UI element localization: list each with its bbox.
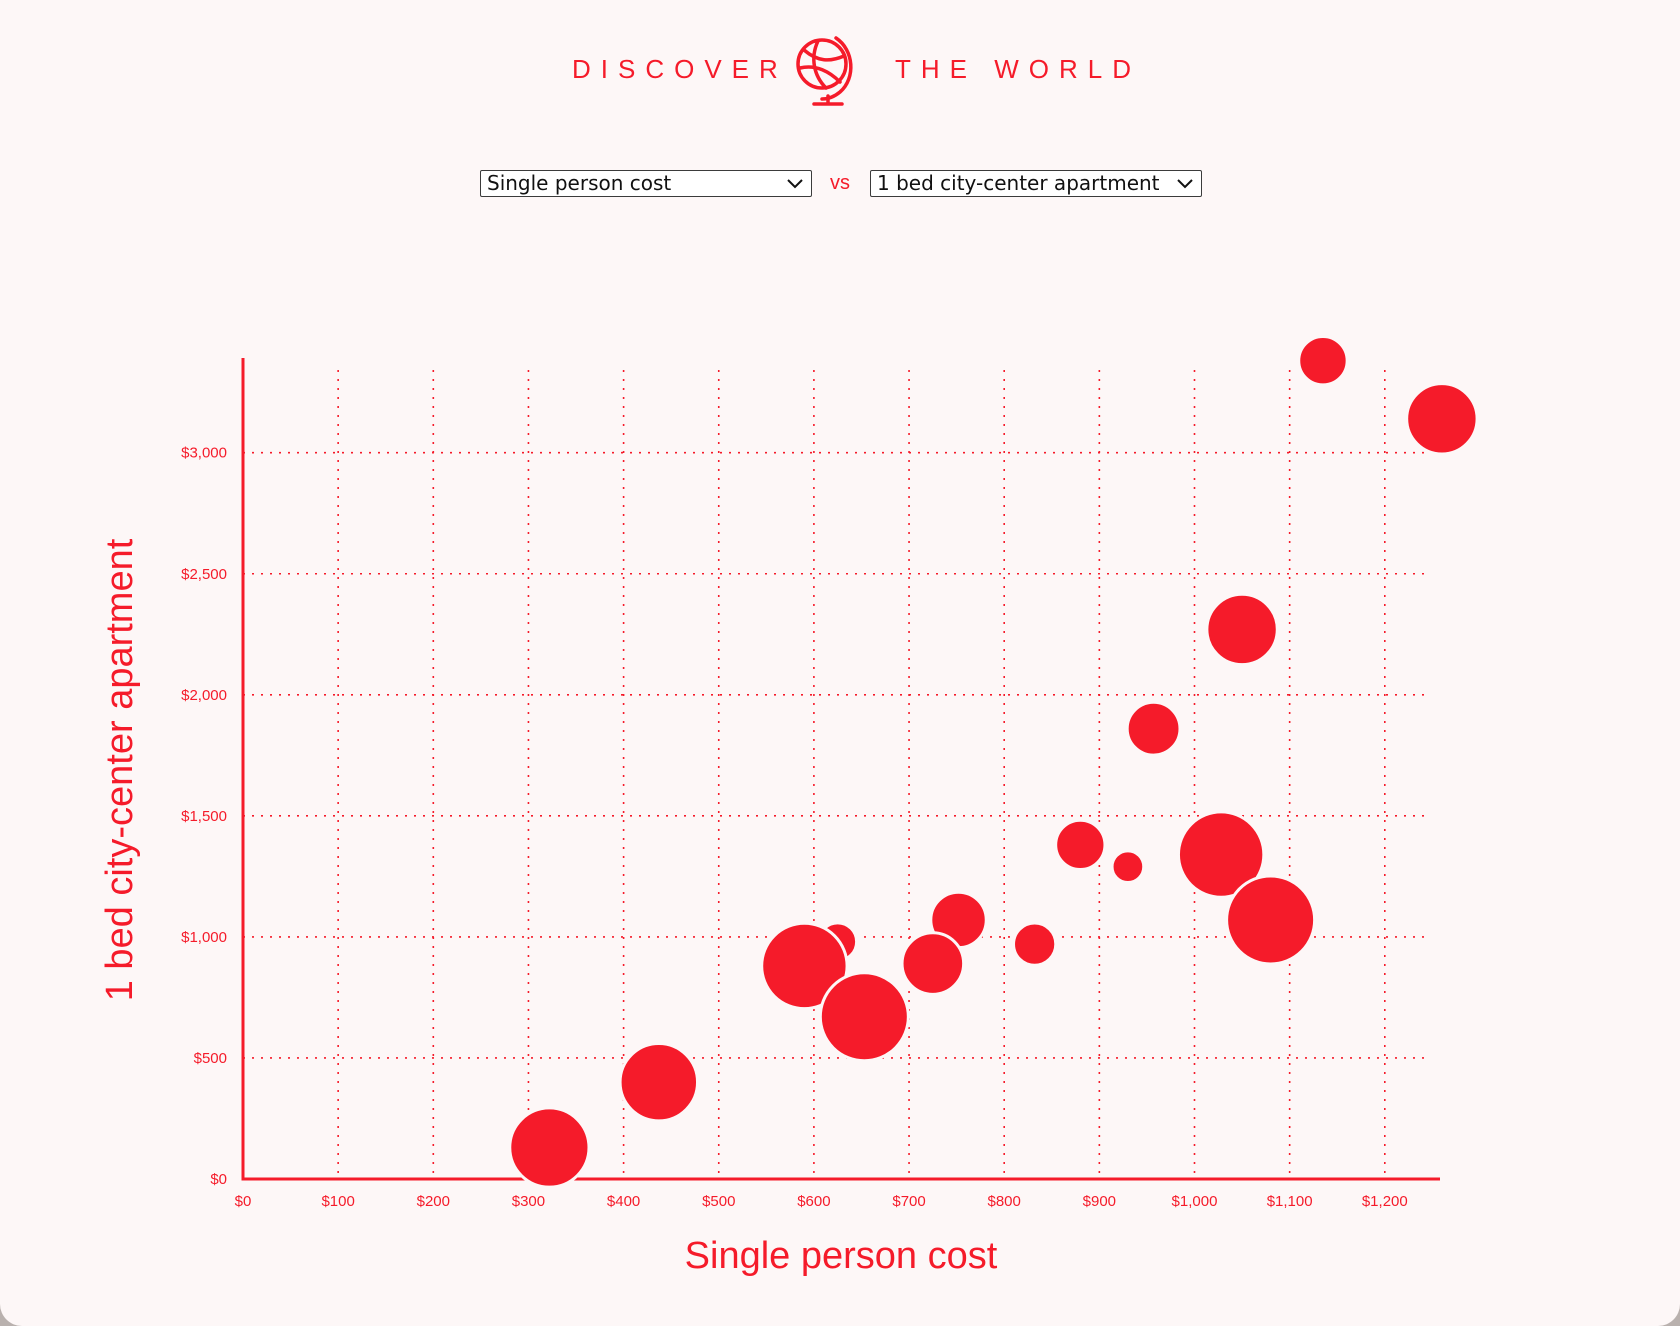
x-tick-label: $900 [1083,1193,1116,1210]
x-tick-label: $0 [235,1193,252,1210]
data-point [618,1041,700,1123]
chart-axes [241,358,1440,1181]
y-axis-title: 1 bed city-center apartment [99,538,141,1001]
x-axis-select[interactable]: Single person cost [480,170,812,197]
x-tick-label: $800 [988,1193,1021,1210]
brand-title-right: THE WORLD [895,54,1141,84]
x-tick-label: $600 [797,1193,830,1210]
x-tick-label: $1,200 [1362,1193,1408,1210]
data-point [900,931,966,996]
y-axis-select[interactable]: 1 bed city-center apartment [870,170,1202,197]
chevron-down-icon [1177,179,1193,189]
site-header: DISCOVER THE WORLD [0,30,1680,110]
data-point [1054,818,1107,872]
data-point [1205,592,1279,667]
data-point [1012,921,1058,967]
y-axis-select-value: 1 bed city-center apartment [877,171,1160,195]
y-tick-label: $500 [194,1050,227,1067]
axis-controls: Single person cost vs 1 bed city-center … [0,170,1680,200]
vs-label: vs [830,172,850,194]
x-tick-label: $1,000 [1172,1193,1218,1210]
chart-grid [243,370,1430,1179]
x-axis-title: Single person cost [685,1235,998,1277]
chevron-down-icon [787,179,803,189]
tick-labels: $0 $100 $200 $300 $400 $500 $600 $700 $800 $900 $1… [181,445,1408,1210]
x-axis-select-value: Single person cost [487,171,672,195]
x-tick-label: $700 [892,1193,925,1210]
brand-title-left: DISCOVER [572,54,788,84]
data-point [508,1106,591,1189]
y-tick-label: $2,000 [181,687,227,704]
x-tick-label: $500 [702,1193,735,1210]
x-tick-label: $300 [512,1193,545,1210]
data-point [1176,810,1266,899]
data-point [1297,335,1349,387]
y-tick-label: $1,500 [181,808,227,825]
globe-icon[interactable] [790,34,860,106]
x-tick-label: $100 [321,1193,354,1210]
y-tick-label: $2,500 [181,566,227,583]
data-point [1405,382,1479,456]
data-point [1225,874,1317,966]
y-tick-label: $3,000 [181,445,227,462]
x-tick-label: $1,100 [1267,1193,1313,1210]
x-tick-label: $200 [417,1193,450,1210]
x-tick-label: $400 [607,1193,640,1210]
y-tick-label: $1,000 [181,929,227,946]
data-point [818,971,910,1063]
data-point [760,921,849,1011]
data-point [1125,700,1182,757]
y-tick-label: $0 [210,1171,227,1188]
bubble-series [508,335,1479,1189]
data-point [1110,849,1146,885]
